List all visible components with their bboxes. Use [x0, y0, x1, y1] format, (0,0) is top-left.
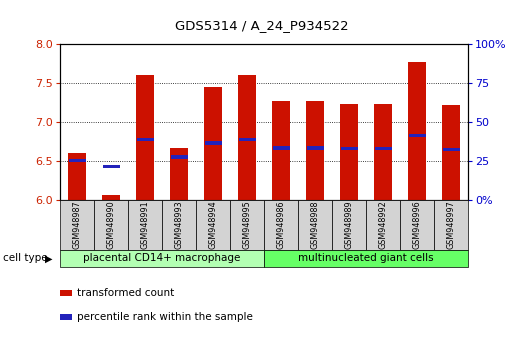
- Text: GSM948997: GSM948997: [447, 200, 456, 249]
- Bar: [306, 101, 324, 200]
- FancyBboxPatch shape: [298, 200, 332, 250]
- Bar: [103, 165, 120, 168]
- FancyBboxPatch shape: [230, 200, 264, 250]
- Bar: [442, 148, 460, 151]
- FancyBboxPatch shape: [400, 200, 434, 250]
- Bar: [204, 141, 222, 145]
- Bar: [238, 137, 256, 141]
- Bar: [272, 146, 290, 150]
- Bar: [170, 148, 188, 200]
- Text: multinucleated giant cells: multinucleated giant cells: [298, 253, 434, 263]
- Text: GSM948995: GSM948995: [243, 200, 252, 249]
- Text: GSM948991: GSM948991: [141, 200, 150, 249]
- Bar: [374, 147, 392, 150]
- Bar: [272, 101, 290, 200]
- Bar: [204, 87, 222, 200]
- Bar: [60, 290, 72, 296]
- Bar: [442, 105, 460, 200]
- Text: GSM948992: GSM948992: [379, 200, 388, 249]
- FancyBboxPatch shape: [196, 200, 230, 250]
- FancyBboxPatch shape: [332, 200, 366, 250]
- FancyBboxPatch shape: [434, 200, 468, 250]
- FancyBboxPatch shape: [94, 200, 128, 250]
- Text: cell type: cell type: [3, 253, 47, 263]
- Text: GSM948996: GSM948996: [413, 200, 422, 249]
- Bar: [68, 153, 86, 200]
- FancyBboxPatch shape: [162, 200, 196, 250]
- Bar: [340, 147, 358, 150]
- Text: GSM948990: GSM948990: [107, 200, 116, 249]
- Bar: [102, 195, 120, 200]
- Bar: [170, 155, 188, 159]
- Text: GSM948988: GSM948988: [311, 200, 320, 249]
- Bar: [69, 159, 86, 162]
- Bar: [60, 314, 72, 320]
- Bar: [408, 133, 426, 137]
- FancyBboxPatch shape: [366, 200, 400, 250]
- Bar: [306, 146, 324, 150]
- FancyBboxPatch shape: [264, 250, 468, 267]
- FancyBboxPatch shape: [128, 200, 162, 250]
- Text: GDS5314 / A_24_P934522: GDS5314 / A_24_P934522: [175, 19, 348, 33]
- Text: GSM948994: GSM948994: [209, 200, 218, 249]
- Bar: [238, 75, 256, 200]
- Text: placental CD14+ macrophage: placental CD14+ macrophage: [84, 253, 241, 263]
- Text: transformed count: transformed count: [77, 287, 175, 298]
- Bar: [137, 137, 154, 141]
- Text: ▶: ▶: [45, 253, 52, 263]
- Text: GSM948987: GSM948987: [73, 200, 82, 249]
- FancyBboxPatch shape: [60, 200, 94, 250]
- Bar: [408, 62, 426, 200]
- FancyBboxPatch shape: [264, 200, 298, 250]
- Bar: [374, 104, 392, 200]
- Text: GSM948986: GSM948986: [277, 200, 286, 249]
- Text: percentile rank within the sample: percentile rank within the sample: [77, 312, 253, 322]
- Text: GSM948993: GSM948993: [175, 200, 184, 249]
- Bar: [136, 75, 154, 200]
- FancyBboxPatch shape: [60, 250, 264, 267]
- Text: GSM948989: GSM948989: [345, 200, 354, 249]
- Bar: [340, 104, 358, 200]
